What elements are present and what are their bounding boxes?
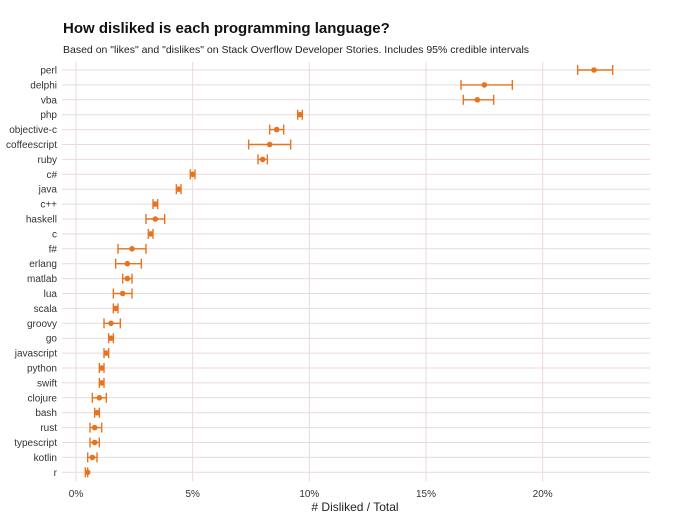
data-point <box>108 335 114 342</box>
data-point <box>84 469 91 476</box>
y-tick-label: php <box>40 110 57 121</box>
data-point <box>91 424 98 431</box>
data-point <box>108 320 114 327</box>
y-tick-label: kotlin <box>34 453 57 464</box>
x-tick-label: 5% <box>185 489 200 500</box>
y-tick-label: typescript <box>14 438 57 449</box>
y-tick-label: groovy <box>27 319 57 330</box>
data-point <box>481 82 488 88</box>
data-point <box>98 380 105 386</box>
y-tick-label: f# <box>49 244 58 255</box>
y-tick-label: r <box>54 468 58 479</box>
data-point <box>94 409 100 416</box>
x-tick-label: 10% <box>299 489 319 500</box>
data-point <box>119 290 126 297</box>
y-tick-label: ruby <box>38 155 57 166</box>
chart-subtitle: Based on "likes" and "dislikes" on Stack… <box>63 44 530 56</box>
y-tick-label: java <box>38 185 58 196</box>
data-point <box>474 97 481 103</box>
y-tick-label: clojure <box>28 393 58 404</box>
data-point <box>112 305 119 312</box>
data-point <box>152 201 159 207</box>
data-point <box>152 216 159 222</box>
data-point <box>124 275 131 282</box>
x-tick-label: 15% <box>416 489 436 500</box>
y-tick-label: haskell <box>26 215 57 226</box>
data-point <box>591 67 597 73</box>
y-tick-label: erlang <box>29 259 57 270</box>
data-point <box>259 156 266 163</box>
data-point <box>297 111 303 118</box>
y-tick-label: bash <box>35 408 57 419</box>
data-point <box>89 454 96 461</box>
y-tick-label: objective-c <box>9 125 57 136</box>
y-tick-label: c++ <box>40 200 57 211</box>
y-tick-label: c# <box>46 170 57 181</box>
data-point <box>96 395 103 401</box>
data-point <box>175 186 182 192</box>
data-point <box>129 246 135 252</box>
y-tick-label: scala <box>34 304 58 315</box>
y-tick-label: go <box>46 334 58 345</box>
chart-title: How disliked is each programming languag… <box>63 20 390 37</box>
x-tick-label: 20% <box>533 489 553 500</box>
y-tick-label: coffeescript <box>6 140 57 151</box>
y-tick-label: vba <box>41 95 58 106</box>
data-point <box>103 350 110 356</box>
data-point <box>189 171 196 178</box>
x-axis-label: # Disliked / Total <box>311 500 399 514</box>
data-point <box>124 260 131 267</box>
y-tick-label: c <box>52 229 57 240</box>
x-tick-label: 0% <box>69 489 84 500</box>
y-tick-label: perl <box>40 66 57 77</box>
data-point <box>273 126 280 133</box>
y-tick-label: rust <box>40 423 57 434</box>
data-point <box>98 365 105 371</box>
y-tick-label: swift <box>37 378 57 389</box>
data-point <box>147 231 154 237</box>
y-tick-label: lua <box>44 289 58 300</box>
y-tick-label: python <box>27 364 57 375</box>
data-point <box>266 141 273 148</box>
y-tick-label: delphi <box>30 80 57 91</box>
y-tick-label: matlab <box>27 274 57 285</box>
data-point <box>91 439 98 446</box>
y-tick-label: javascript <box>14 349 57 360</box>
